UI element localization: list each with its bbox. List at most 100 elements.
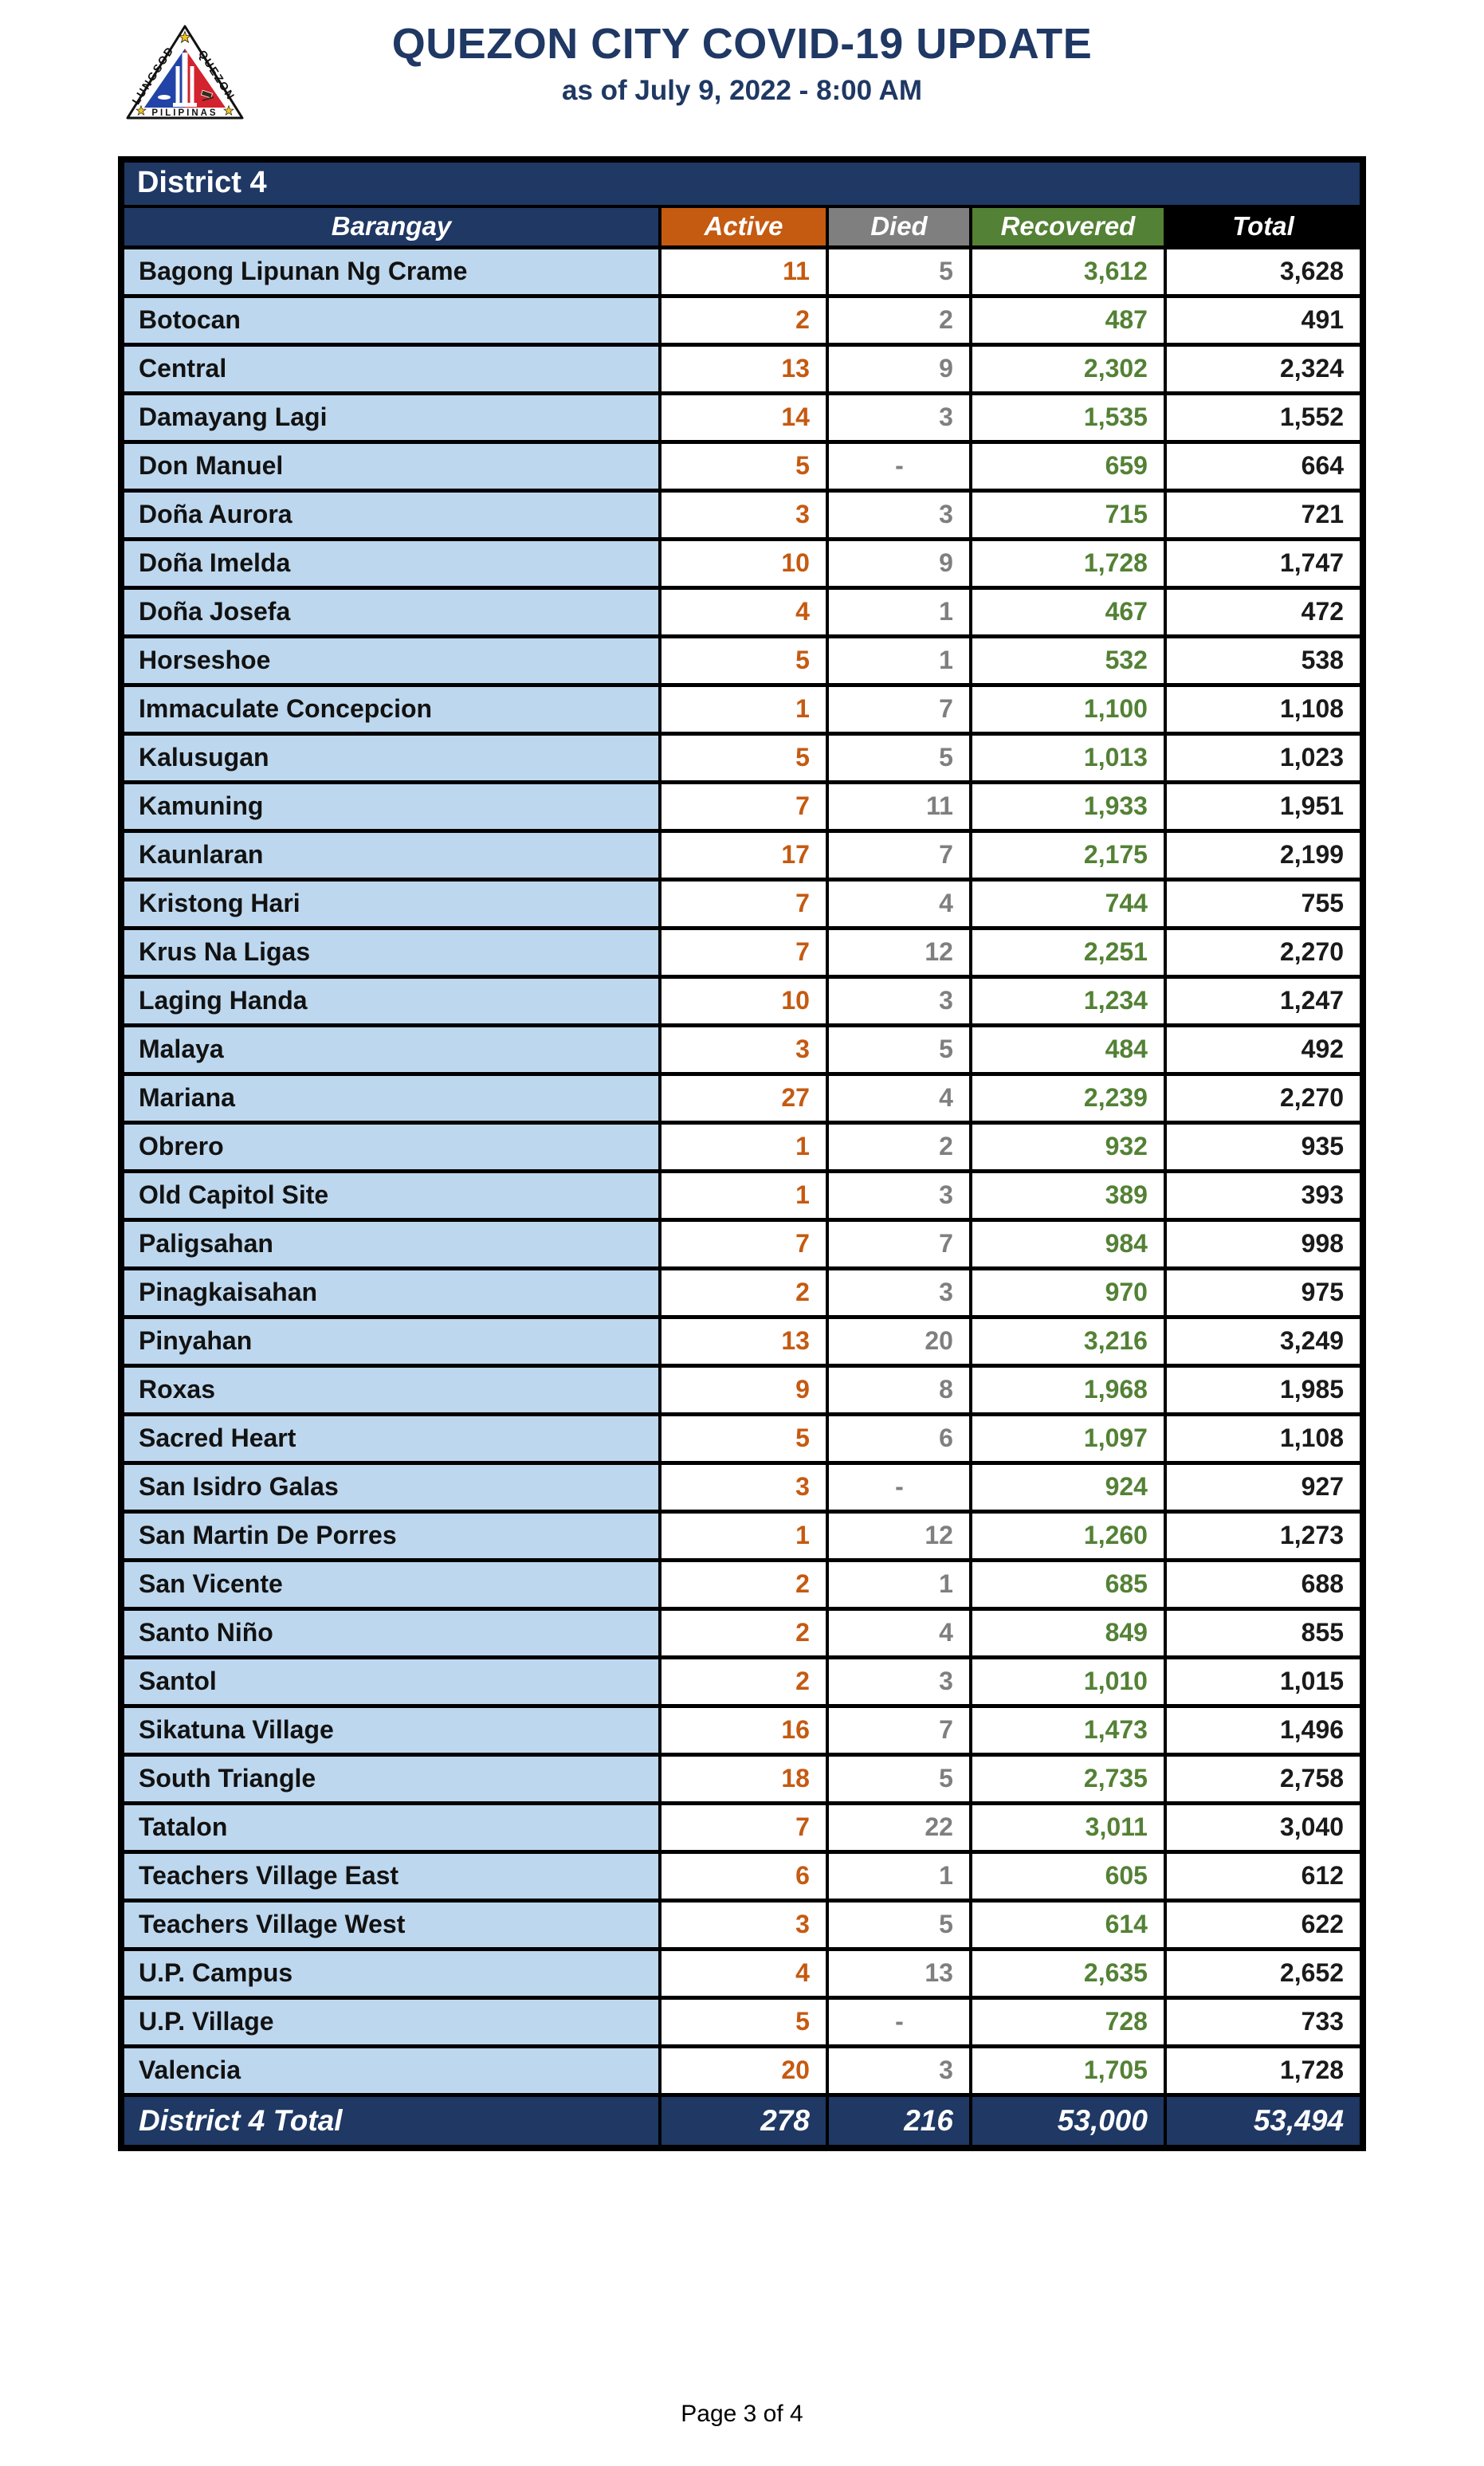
table-row: Kristong Hari 7 4 744 755 [119,877,1365,930]
table-row: Paligsahan 7 7 984 998 [119,1217,1365,1270]
active-cell: 27 [658,1071,829,1125]
active-cell: 7 [658,779,829,833]
active-cell: 7 [658,1217,829,1270]
died-cell: - [825,439,972,493]
table-row: Doña Aurora 3 3 715 721 [119,488,1365,541]
died-cell: 9 [825,342,972,395]
active-cell: 5 [658,634,829,687]
column-header-total: Total [1163,205,1365,249]
total-cell: 1,108 [1163,682,1365,736]
total-cell: 1,496 [1163,1703,1365,1757]
barangay-cell: Don Manuel [119,439,662,493]
recovered-cell: 932 [968,1120,1167,1173]
barangay-cell: Santol [119,1655,662,1708]
total-cell: 2,270 [1163,1071,1365,1125]
recovered-cell: 3,011 [968,1800,1167,1854]
died-cell: 13 [825,1946,972,2000]
table-body: Bagong Lipunan Ng Crame 11 5 3,612 3,628… [119,245,1365,2097]
total-cell: 2,652 [1163,1946,1365,2000]
barangay-cell: Santo Niño [119,1606,662,1659]
active-cell: 16 [658,1703,829,1757]
total-cell: 688 [1163,1557,1365,1611]
total-row-active: 278 [658,2093,829,2150]
total-cell: 2,324 [1163,342,1365,395]
recovered-cell: 1,705 [968,2044,1167,2097]
barangay-cell: Laging Handa [119,974,662,1027]
died-cell: 5 [825,1898,972,1951]
page-title: QUEZON CITY COVID-19 UPDATE [391,20,1093,68]
barangay-cell: Horseshoe [119,634,662,687]
barangay-cell: Pinagkaisahan [119,1266,662,1319]
active-cell: 1 [658,1120,829,1173]
title-block: QUEZON CITY COVID-19 UPDATE as of July 9… [0,0,1484,107]
table-row: Kaunlaran 17 7 2,175 2,199 [119,828,1365,882]
active-cell: 2 [658,1266,829,1319]
total-cell: 1,273 [1163,1509,1365,1562]
died-cell: 3 [825,391,972,444]
died-cell: 3 [825,1266,972,1319]
total-cell: 3,249 [1163,1314,1365,1368]
died-cell: 4 [825,1071,972,1125]
active-cell: 1 [658,1509,829,1562]
total-cell: 1,108 [1163,1412,1365,1465]
active-cell: 1 [658,682,829,736]
page-header: LUNGSOD QUEZON PILIPINAS QUEZON CITY COV… [0,0,1484,156]
table-row: U.P. Village 5 - 728 733 [119,1995,1365,2048]
died-cell: 7 [825,1703,972,1757]
recovered-cell: 1,260 [968,1509,1167,1562]
died-cell: 6 [825,1412,972,1465]
table-row: Damayang Lagi 14 3 1,535 1,552 [119,391,1365,444]
died-cell: 5 [825,1752,972,1805]
total-cell: 3,040 [1163,1800,1365,1854]
died-cell: 11 [825,779,972,833]
active-cell: 4 [658,585,829,638]
recovered-cell: 924 [968,1460,1167,1514]
died-cell: 3 [825,974,972,1027]
active-cell: 7 [658,925,829,979]
active-cell: 10 [658,974,829,1027]
recovered-cell: 389 [968,1168,1167,1222]
column-header-row: Barangay Active Died Recovered Total [119,205,1365,249]
active-cell: 2 [658,1606,829,1659]
recovered-cell: 1,535 [968,391,1167,444]
recovered-cell: 467 [968,585,1167,638]
table-row: Horseshoe 5 1 532 538 [119,634,1365,687]
table-row: Immaculate Concepcion 1 7 1,100 1,108 [119,682,1365,736]
died-cell: 4 [825,877,972,930]
active-cell: 20 [658,2044,829,2097]
active-cell: 5 [658,1412,829,1465]
barangay-cell: Kamuning [119,779,662,833]
table-row: Old Capitol Site 1 3 389 393 [119,1168,1365,1222]
total-cell: 1,015 [1163,1655,1365,1708]
total-cell: 1,552 [1163,391,1365,444]
died-cell: - [825,1995,972,2048]
recovered-cell: 2,635 [968,1946,1167,2000]
active-cell: 2 [658,1557,829,1611]
died-cell: 1 [825,585,972,638]
total-cell: 1,985 [1163,1363,1365,1416]
active-cell: 18 [658,1752,829,1805]
died-cell: 22 [825,1800,972,1854]
table-row: Valencia 20 3 1,705 1,728 [119,2044,1365,2097]
barangay-cell: Immaculate Concepcion [119,682,662,736]
active-cell: 9 [658,1363,829,1416]
table-row: Kalusugan 5 5 1,013 1,023 [119,731,1365,784]
recovered-cell: 744 [968,877,1167,930]
barangay-cell: Valencia [119,2044,662,2097]
district-total-row: District 4 Total 278 216 53,000 53,494 [119,2093,1365,2150]
table-row: Botocan 2 2 487 491 [119,293,1365,347]
barangay-cell: Sikatuna Village [119,1703,662,1757]
died-cell: 3 [825,2044,972,2097]
active-cell: 5 [658,439,829,493]
table-row: U.P. Campus 4 13 2,635 2,652 [119,1946,1365,2000]
died-cell: 20 [825,1314,972,1368]
table-row: Tatalon 7 22 3,011 3,040 [119,1800,1365,1854]
recovered-cell: 1,234 [968,974,1167,1027]
table-row: Malaya 3 5 484 492 [119,1023,1365,1076]
barangay-cell: Doña Aurora [119,488,662,541]
recovered-cell: 2,735 [968,1752,1167,1805]
recovered-cell: 1,933 [968,779,1167,833]
table-row: Bagong Lipunan Ng Crame 11 5 3,612 3,628 [119,245,1365,298]
recovered-cell: 2,251 [968,925,1167,979]
